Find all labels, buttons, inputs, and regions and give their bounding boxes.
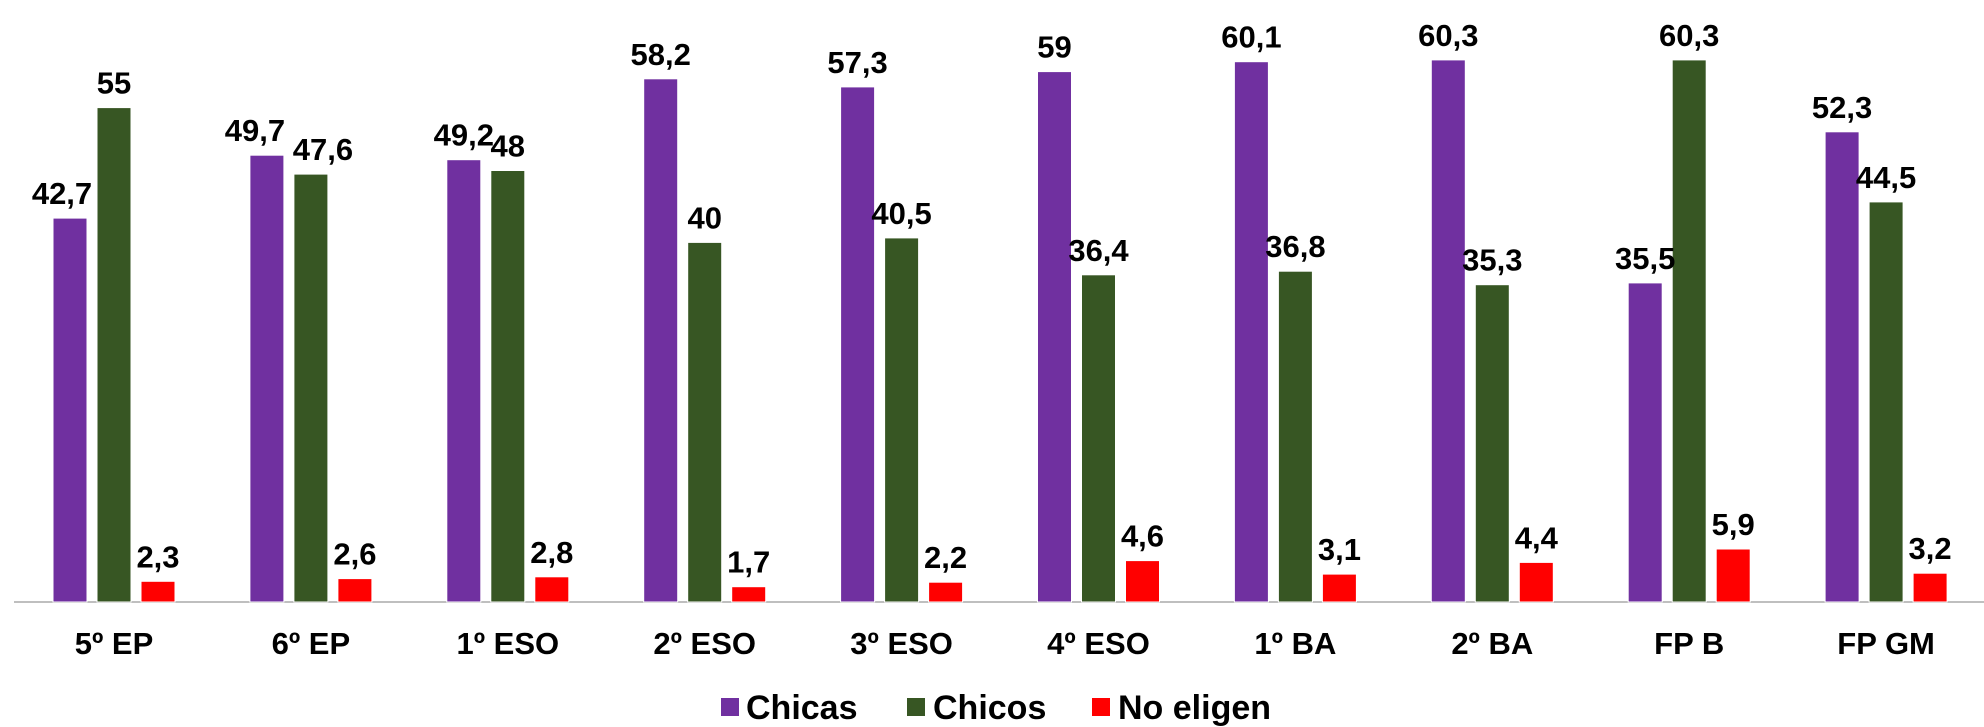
data-label: 60,1 [1221, 20, 1281, 55]
bar-no-eligen-9 [1912, 572, 1948, 603]
category-tick-label: 3º ESO [850, 626, 953, 661]
category-tick-label: 6º EP [272, 626, 351, 661]
bar-chicas-8 [1627, 282, 1663, 603]
category-tick-label: 2º ESO [653, 626, 756, 661]
category-tick-label: FP GM [1837, 626, 1935, 661]
bar-chicas-2 [446, 159, 482, 603]
data-label: 2,3 [136, 539, 179, 574]
bar-chicos-4 [884, 237, 920, 603]
legend-swatch-no-eligen [1092, 698, 1110, 716]
bar-no-eligen-4 [928, 581, 964, 603]
bar-chicos-7 [1474, 284, 1510, 603]
bar-chicos-2 [490, 170, 526, 603]
bar-no-eligen-1 [337, 578, 373, 603]
data-label: 40 [687, 200, 721, 235]
category-tick-label: FP B [1654, 626, 1724, 661]
data-label: 60,3 [1659, 18, 1719, 53]
data-label: 35,3 [1462, 243, 1522, 278]
data-label: 44,5 [1856, 160, 1916, 195]
bar-chicas-4 [840, 86, 876, 603]
data-label: 5,9 [1712, 507, 1755, 542]
data-label: 36,4 [1068, 233, 1129, 268]
bar-no-eligen-7 [1518, 561, 1554, 603]
bar-chicos-0 [96, 107, 132, 603]
bar-no-eligen-2 [534, 576, 570, 603]
data-label: 59 [1037, 30, 1071, 65]
legend-label: Chicos [933, 689, 1046, 727]
bar-chicos-6 [1277, 270, 1313, 603]
data-label: 2,6 [333, 537, 376, 572]
data-label: 3,1 [1318, 532, 1361, 567]
bar-chicas-7 [1430, 59, 1466, 603]
legend-label: Chicas [746, 689, 858, 727]
bar-no-eligen-3 [731, 586, 767, 603]
data-label: 40,5 [871, 196, 931, 231]
legend-label: No eligen [1118, 689, 1271, 727]
bar-chicos-5 [1081, 274, 1116, 603]
data-label: 2,8 [530, 535, 573, 570]
category-tick-label: 2º BA [1451, 626, 1533, 661]
category-tick-label: 4º ESO [1047, 626, 1150, 661]
category-tick-label: 1º BA [1254, 626, 1336, 661]
data-label: 2,2 [924, 540, 967, 575]
data-label: 58,2 [631, 37, 691, 72]
bar-chicas-0 [52, 217, 88, 603]
bar-chicas-6 [1233, 61, 1269, 603]
data-label: 42,7 [32, 176, 92, 211]
bar-no-eligen-0 [140, 580, 176, 603]
data-label: 57,3 [827, 45, 887, 80]
legend-swatch-chicos [907, 698, 925, 716]
bar-chicas-5 [1037, 71, 1072, 603]
bar-no-eligen-6 [1321, 573, 1357, 603]
data-label: 47,6 [293, 132, 353, 167]
bar-chicos-9 [1868, 201, 1904, 603]
bar-no-eligen-8 [1715, 548, 1751, 603]
bar-chicas-9 [1824, 131, 1860, 603]
data-label: 49,7 [225, 113, 285, 148]
data-label: 60,3 [1418, 18, 1478, 53]
data-label: 52,3 [1812, 90, 1872, 125]
data-label: 35,5 [1615, 241, 1675, 276]
bar-no-eligen-5 [1125, 560, 1160, 603]
data-label: 1,7 [727, 545, 770, 580]
bar-chicas-3 [643, 78, 679, 603]
data-label: 55 [97, 66, 131, 101]
legend-swatch-chicas [721, 698, 739, 716]
data-label: 49,2 [434, 118, 494, 153]
category-tick-label: 1º ESO [456, 626, 559, 661]
data-label: 36,8 [1265, 229, 1325, 264]
category-tick-label: 5º EP [75, 626, 154, 661]
data-label: 3,2 [1909, 531, 1952, 566]
data-label: 4,4 [1515, 520, 1559, 555]
bar-chicos-3 [687, 241, 723, 603]
data-label: 48 [491, 129, 525, 164]
bar-chicos-1 [293, 173, 329, 603]
bar-chicas-1 [249, 154, 285, 603]
data-label: 4,6 [1121, 519, 1164, 554]
bar-chicos-8 [1671, 59, 1707, 603]
